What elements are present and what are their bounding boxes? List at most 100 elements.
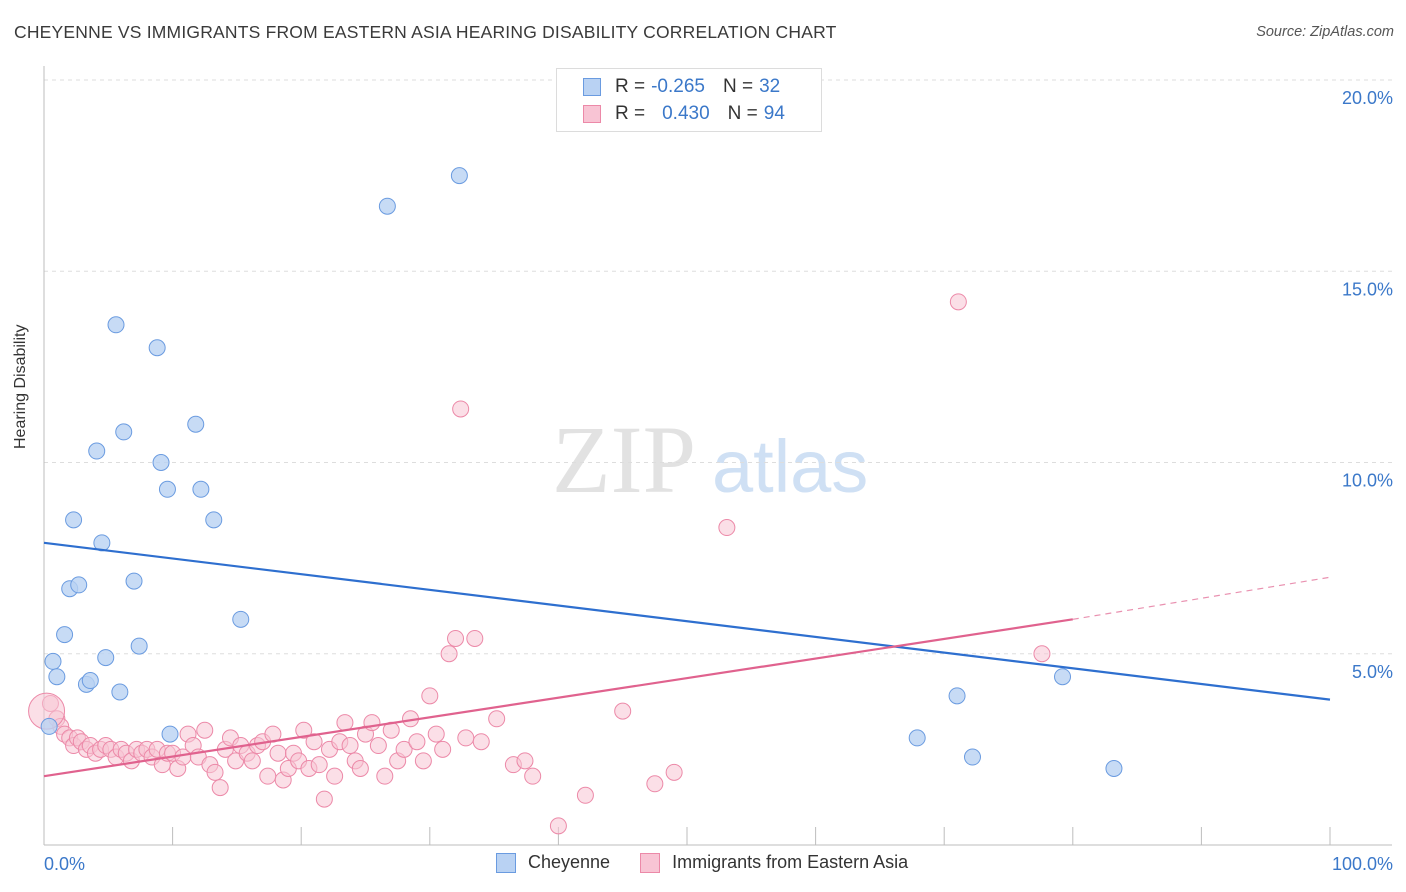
immigrants-point [341,737,359,755]
cheyenne-point [378,197,396,215]
immigrants-point [211,779,229,797]
immigrants-point [434,740,452,758]
cheyenne-point [908,729,926,747]
immigrants-trend-extension [1072,576,1331,620]
source-credit: Source: ZipAtlas.com [1256,24,1394,40]
legend-n-value: 94 [763,103,785,124]
immigrants-point [336,714,354,732]
cheyenne-point [130,637,148,655]
immigrants-point [718,519,736,537]
legend-swatch-pink [640,852,661,873]
legend-r-value: -0.265 [651,76,705,97]
legend-swatch-blue [583,78,601,96]
immigrants-point [408,733,426,751]
immigrants-point [305,733,323,751]
chart-title: CHEYENNE VS IMMIGRANTS FROM EASTERN ASIA… [14,22,837,42]
stats-legend: R = -0.265 N = 32 R = 0.430 N = 94 [556,68,822,132]
cheyenne-point [1054,668,1072,686]
immigrants-point [206,763,224,781]
cheyenne-point [70,576,88,594]
immigrants-point [310,756,328,774]
immigrants-point [421,687,439,705]
cheyenne-point [97,649,115,667]
y-tick-label: 20.0% [1342,88,1393,108]
trend-lines [43,541,1331,778]
immigrants-point [516,752,534,770]
watermark-zip: ZIP [552,406,696,513]
cheyenne-point [107,316,125,334]
legend-r-value: 0.430 [662,103,710,124]
x-tick-label-min: 0.0% [44,854,85,874]
immigrants-point [326,767,344,785]
y-tick-label: 15.0% [1342,279,1393,299]
immigrants-point [452,400,470,418]
immigrants-point [472,733,490,751]
cheyenne-point [192,480,210,498]
zipatlas-watermark: ZIP atlas [552,406,868,513]
immigrants-point [549,817,567,835]
legend-swatch-blue [496,852,516,873]
y-tick-label: 5.0% [1352,662,1393,682]
cheyenne-point [115,423,133,441]
tick-labels: 5.0% 10.0% 15.0% 20.0% 0.0% 100.0% [44,88,1393,874]
immigrants-point [269,744,287,762]
cheyenne-point [232,610,250,628]
cheyenne-point [152,454,170,471]
cheyenne-point [65,511,83,529]
cheyenne-point [948,687,966,705]
immigrants-point [351,760,369,777]
immigrants-point [414,752,432,770]
legend-swatch-pink [583,105,601,123]
immigrants-point [376,767,394,785]
cheyenne-point [111,683,129,701]
immigrants-point [614,702,632,720]
immigrants-point [1033,645,1051,663]
immigrants-point [427,725,445,743]
legend-label-cheyenne: Cheyenne [528,852,611,872]
cheyenne-trend-line [43,541,1331,701]
legend-r-label: R = [615,103,646,124]
cheyenne-point [40,717,58,735]
legend-n-value: 32 [759,76,781,97]
immigrants-point [576,786,594,804]
immigrants-point [196,721,214,739]
gridlines [44,79,1392,655]
immigrants-point [949,293,967,311]
cheyenne-point [148,339,166,357]
immigrants-point [466,629,484,647]
cheyenne-point [48,668,66,686]
immigrants-point [259,767,277,785]
y-tick-label: 10.0% [1342,471,1393,491]
cheyenne-point [125,572,143,590]
cheyenne-points [40,167,1123,777]
immigrants-point [488,710,506,728]
legend-item-cheyenne: Cheyenne [496,852,610,873]
cheyenne-point [81,672,99,690]
immigrants-eastern-asia-points [28,293,1051,835]
immigrants-point [440,645,458,663]
legend-row-cheyenne: R = -0.265 N = 32 [583,75,780,99]
cheyenne-point [88,442,106,460]
cheyenne-point [158,480,176,498]
immigrants-point [395,740,413,758]
immigrants-point [665,763,683,781]
legend-label-immigrants: Immigrants from Eastern Asia [672,852,909,872]
legend-row-immigrants: R = 0.430 N = 94 [583,102,785,126]
cheyenne-point [450,167,468,185]
legend-r-label: R = [615,76,646,97]
immigrants-point [447,629,465,647]
immigrants-point [646,775,664,793]
immigrants-point [524,767,542,785]
x-tick-label-max: 100.0% [1332,854,1393,874]
legend-n-label: N = [722,76,754,97]
cheyenne-point [1105,760,1123,777]
cheyenne-point [161,725,179,743]
legend-item-immigrants: Immigrants from Eastern Asia [640,852,908,873]
immigrants-trend-line [43,618,1073,778]
cheyenne-point [963,748,981,766]
immigrants-point [457,729,475,747]
series-legend: Cheyenne Immigrants from Eastern Asia [496,852,938,873]
immigrants-point [243,752,261,770]
cheyenne-point [44,652,62,670]
